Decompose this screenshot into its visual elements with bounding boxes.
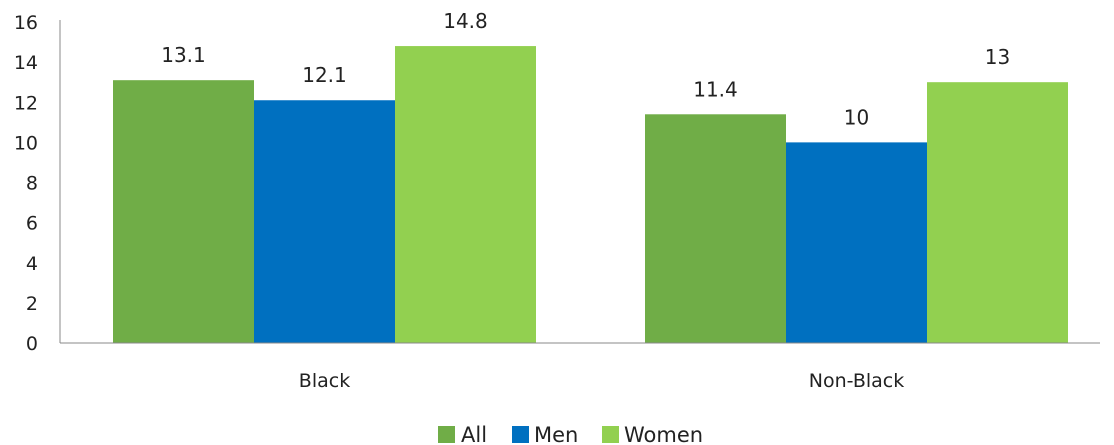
y-tick-label: 0 <box>26 333 38 355</box>
bar-women-black <box>395 46 536 343</box>
x-axis: Black Non-Black <box>60 342 1100 392</box>
data-label: 14.8 <box>443 9 488 33</box>
y-tick-label: 2 <box>26 293 38 315</box>
y-tick-label: 8 <box>26 173 38 195</box>
data-label: 12.1 <box>302 63 347 87</box>
bars <box>113 46 1068 344</box>
legend-label-men: Men <box>534 423 578 445</box>
bar-women-non-black <box>927 82 1068 343</box>
data-labels: 13.1 12.1 14.8 11.4 10 13 <box>161 9 1010 129</box>
y-tick-label: 10 <box>14 132 38 154</box>
y-tick-label: 16 <box>14 12 38 34</box>
legend-swatch-women <box>602 426 619 443</box>
legend-swatch-all <box>438 426 455 443</box>
y-tick-label: 4 <box>26 253 38 275</box>
x-category-label: Non-Black <box>809 370 904 392</box>
data-label: 13.1 <box>161 43 206 67</box>
y-tick-label: 14 <box>14 52 38 74</box>
bar-all-non-black <box>645 114 786 343</box>
bar-men-non-black <box>786 142 927 343</box>
data-label: 11.4 <box>693 77 738 101</box>
bar-all-black <box>113 80 254 344</box>
legend-label-all: All <box>461 423 487 445</box>
y-tick-label: 6 <box>26 213 38 235</box>
bar-men-black <box>254 100 395 344</box>
data-label: 13 <box>985 45 1010 69</box>
y-tick-label: 12 <box>14 92 38 114</box>
x-category-label: Black <box>299 370 350 392</box>
legend: All Men Women <box>438 423 703 445</box>
y-axis: 0 2 4 6 8 10 12 14 16 <box>14 12 61 355</box>
data-label: 10 <box>844 105 869 129</box>
legend-swatch-men <box>512 426 529 443</box>
legend-label-women: Women <box>624 423 703 445</box>
